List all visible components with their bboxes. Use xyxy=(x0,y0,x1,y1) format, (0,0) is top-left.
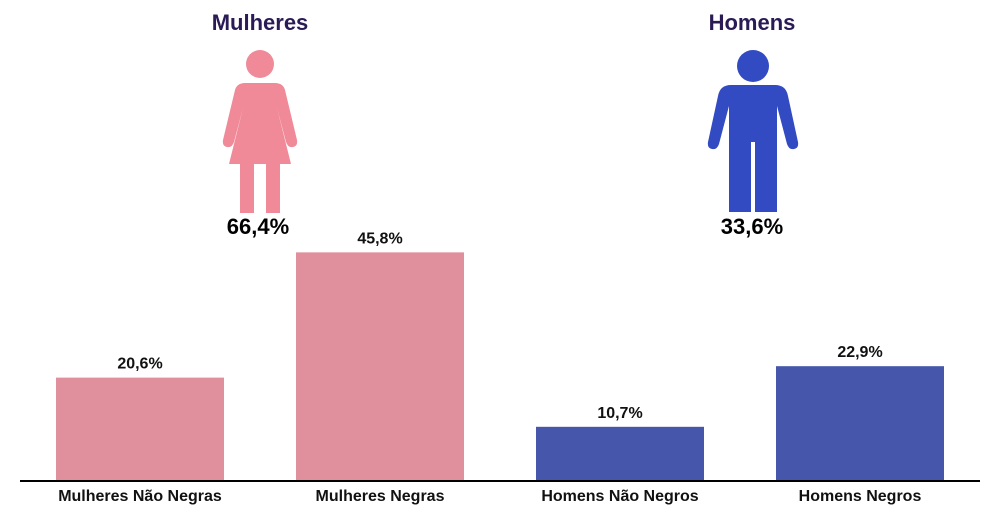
bar-value-label-1: 45,8% xyxy=(357,230,402,247)
category-label-0: Mulheres Não Negras xyxy=(58,488,222,505)
woman-head xyxy=(246,50,274,78)
bar-1 xyxy=(296,252,464,480)
category-label-2: Homens Não Negros xyxy=(541,488,698,505)
male-percent: 33,6% xyxy=(720,214,784,239)
woman-icon xyxy=(222,50,298,213)
bar-value-label-2: 10,7% xyxy=(597,405,642,422)
bar-3 xyxy=(776,366,944,480)
woman-left-leg xyxy=(240,160,254,213)
man-head xyxy=(737,50,769,82)
man-icon xyxy=(707,50,799,212)
category-label-1: Mulheres Negras xyxy=(316,488,445,505)
category-label-3: Homens Negros xyxy=(799,488,922,505)
male-group-title: Homens xyxy=(708,10,796,35)
man-right-leg xyxy=(755,138,777,212)
woman-body xyxy=(222,83,298,164)
bar-0 xyxy=(56,377,224,480)
female-percent: 66,4% xyxy=(226,214,290,239)
woman-right-leg xyxy=(266,160,280,213)
man-torso xyxy=(707,85,799,150)
bar-2 xyxy=(536,426,704,480)
female-group-title: Mulheres xyxy=(211,10,309,35)
man-left-leg xyxy=(729,138,751,212)
bar-value-label-0: 20,6% xyxy=(117,356,162,373)
bar-value-label-3: 22,9% xyxy=(837,344,882,361)
